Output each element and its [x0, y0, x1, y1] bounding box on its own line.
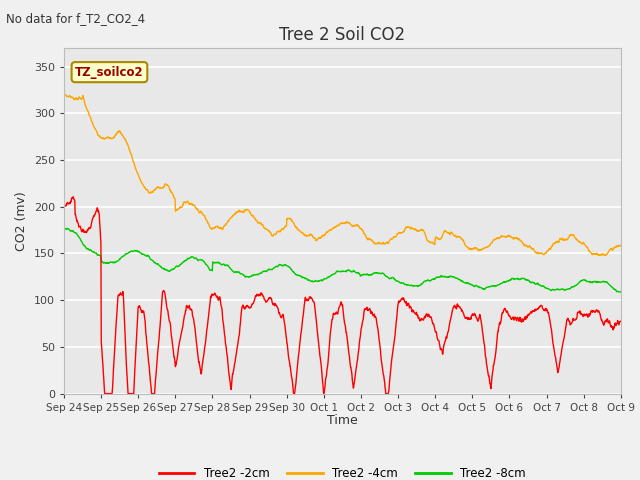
Tree2 -8cm	[160, 266, 168, 272]
Tree2 -2cm	[582, 312, 589, 318]
Tree2 -2cm	[69, 194, 77, 200]
Tree2 -8cm	[63, 226, 71, 231]
Legend: Tree2 -2cm, Tree2 -4cm, Tree2 -8cm: Tree2 -2cm, Tree2 -4cm, Tree2 -8cm	[154, 462, 531, 480]
Line: Tree2 -2cm: Tree2 -2cm	[64, 197, 621, 394]
Tree2 -2cm	[312, 319, 320, 325]
Tree2 -4cm	[346, 220, 353, 226]
Y-axis label: CO2 (mv): CO2 (mv)	[15, 191, 28, 251]
Tree2 -8cm	[71, 230, 79, 236]
Tree2 -8cm	[617, 289, 625, 295]
Tree2 -8cm	[582, 277, 589, 283]
Tree2 -2cm	[617, 318, 625, 324]
Tree2 -8cm	[444, 275, 452, 280]
Tree2 -4cm	[160, 184, 168, 190]
Text: TZ_soilco2: TZ_soilco2	[75, 66, 144, 79]
Tree2 -2cm	[161, 289, 168, 295]
Tree2 -4cm	[444, 230, 452, 236]
Tree2 -2cm	[101, 391, 109, 396]
Tree2 -2cm	[445, 328, 452, 334]
Text: No data for f_T2_CO2_4: No data for f_T2_CO2_4	[6, 12, 145, 25]
Tree2 -2cm	[346, 355, 353, 360]
Tree2 -8cm	[346, 268, 353, 274]
Tree2 -8cm	[60, 226, 68, 232]
Tree2 -8cm	[616, 289, 624, 295]
Tree2 -4cm	[60, 92, 68, 98]
Tree2 -4cm	[71, 96, 79, 102]
Tree2 -4cm	[312, 238, 320, 243]
Tree2 -8cm	[312, 278, 320, 284]
Line: Tree2 -8cm: Tree2 -8cm	[64, 228, 621, 292]
Line: Tree2 -4cm: Tree2 -4cm	[64, 95, 621, 255]
Tree2 -4cm	[582, 242, 589, 248]
X-axis label: Time: Time	[327, 414, 358, 427]
Tree2 -4cm	[617, 242, 625, 248]
Tree2 -4cm	[595, 252, 602, 258]
Title: Tree 2 Soil CO2: Tree 2 Soil CO2	[279, 25, 406, 44]
Tree2 -2cm	[71, 198, 79, 204]
Tree2 -4cm	[61, 92, 68, 97]
Tree2 -2cm	[60, 202, 68, 207]
